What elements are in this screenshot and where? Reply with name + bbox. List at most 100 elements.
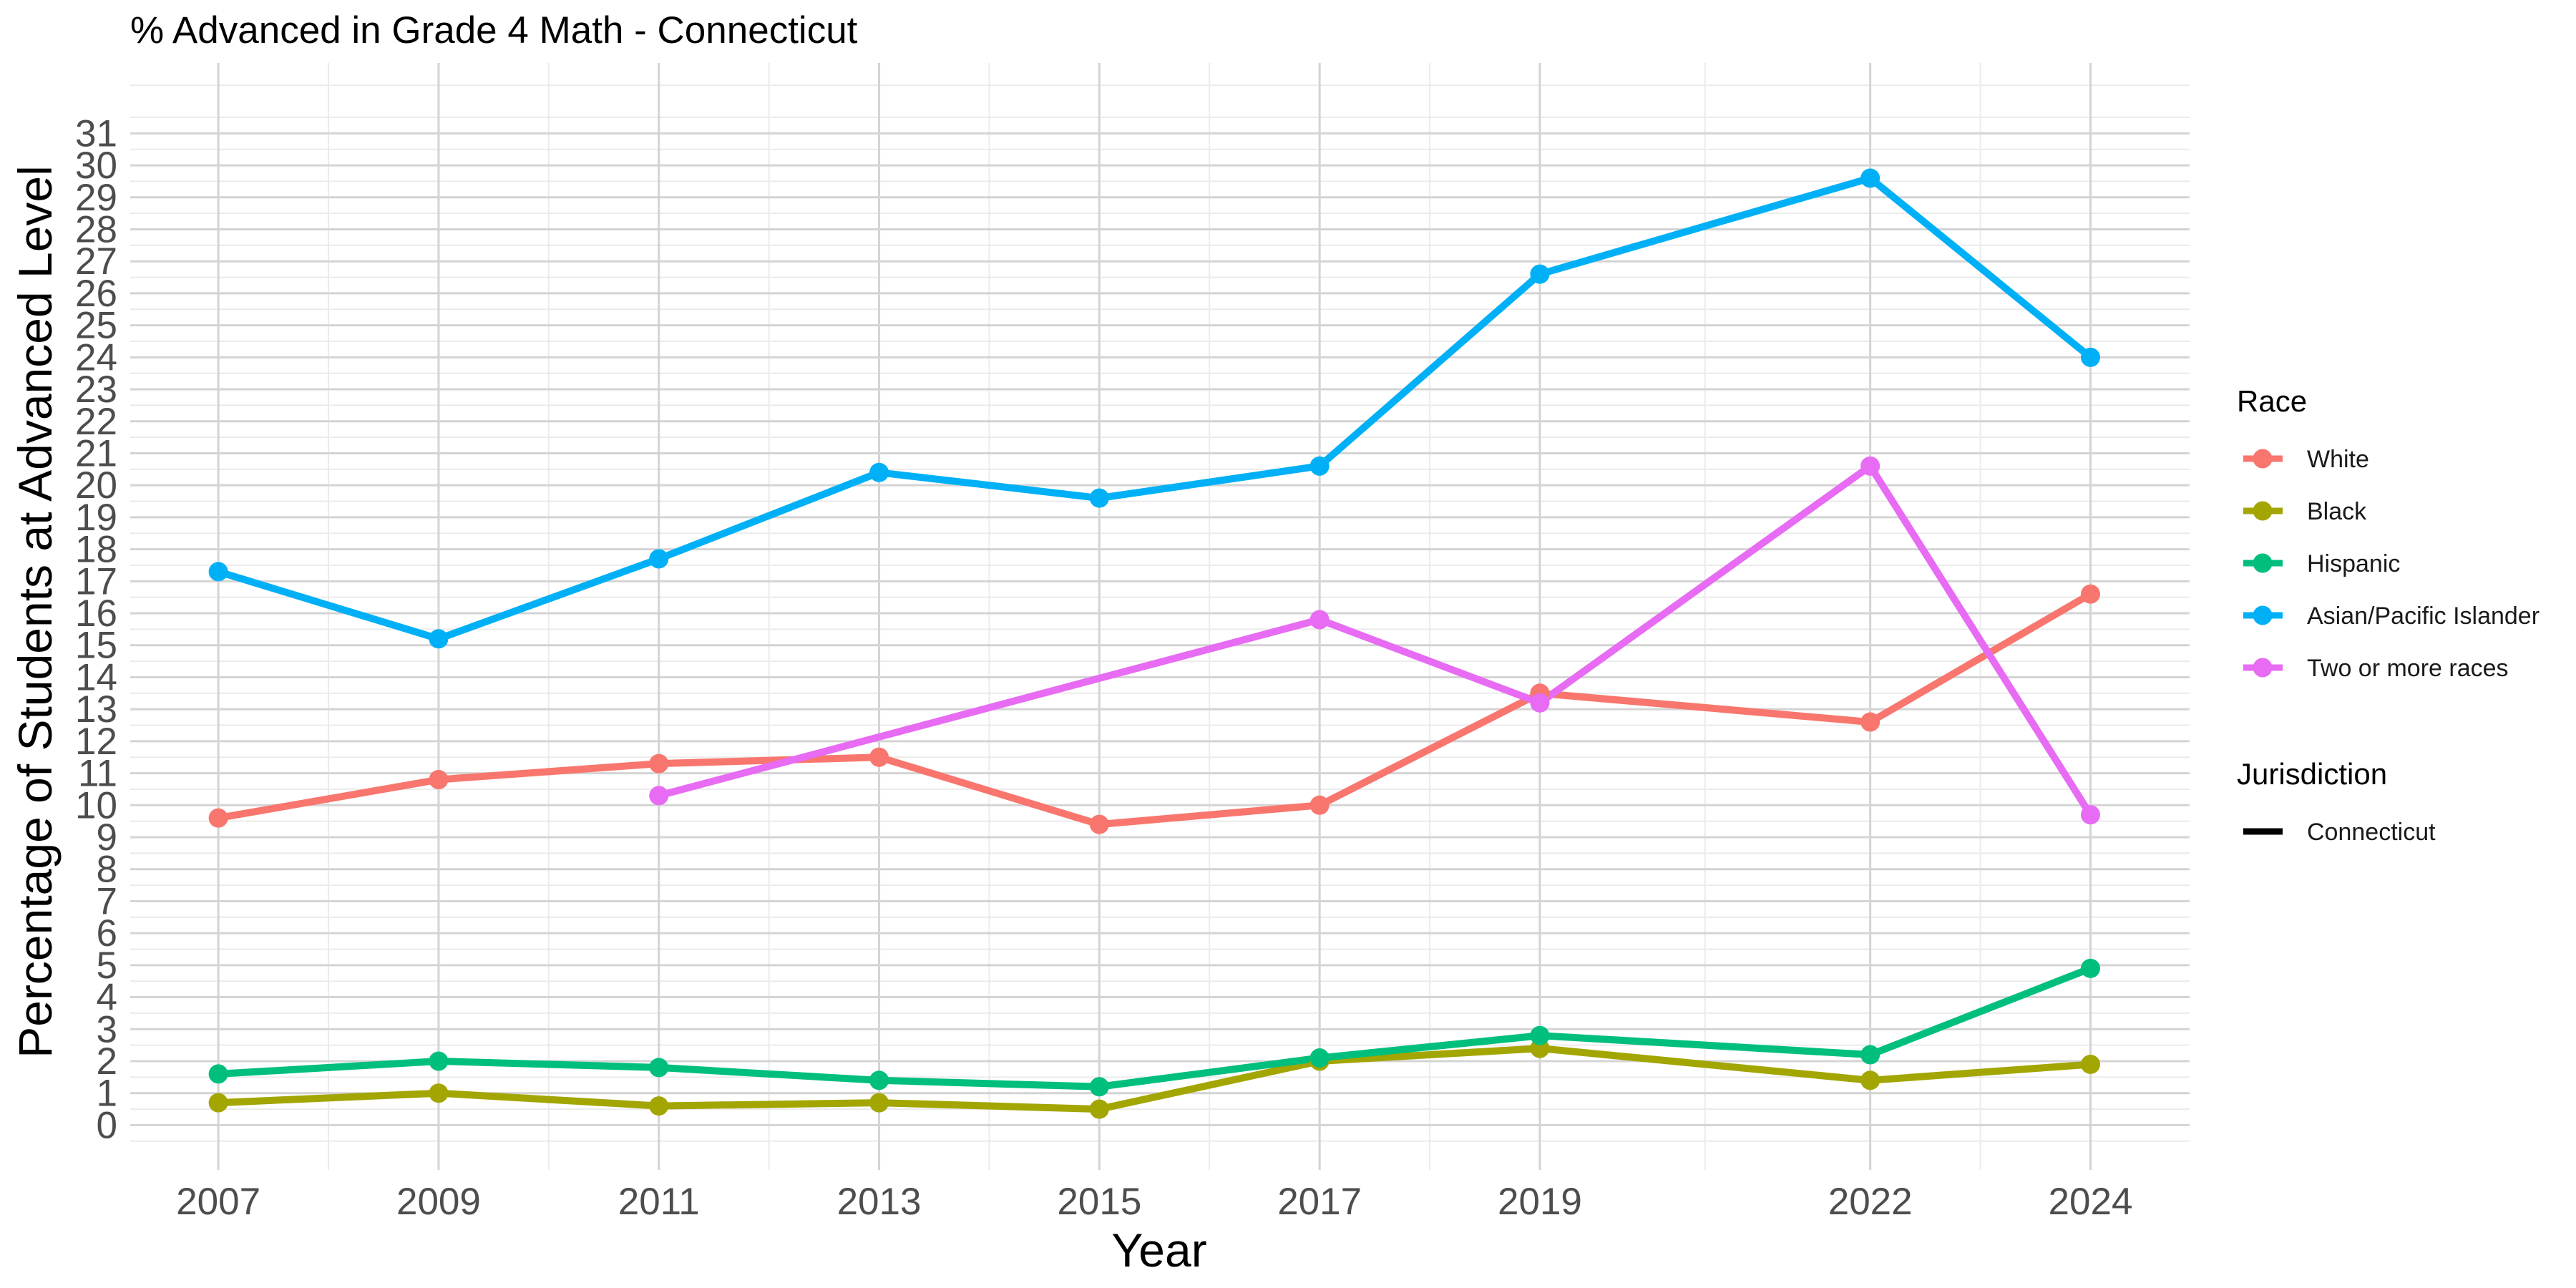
- y-tick-label: 28: [75, 208, 117, 250]
- data-point-white: [429, 770, 449, 790]
- data-point-hispanic: [1860, 1045, 1880, 1065]
- legend-jurisdiction-title: Jurisdiction: [2237, 757, 2387, 791]
- legend-label-hispanic: Hispanic: [2307, 550, 2400, 577]
- y-tick-label: 22: [75, 401, 117, 443]
- data-point-black: [2080, 1054, 2100, 1074]
- x-tick-label: 2015: [1057, 1181, 1141, 1223]
- y-tick-label: 11: [78, 753, 117, 795]
- data-point-black: [1860, 1070, 1880, 1091]
- data-point-asian-pacific-islander: [1309, 456, 1330, 476]
- legend-key-point-hispanic: [2253, 553, 2273, 573]
- y-tick-label: 17: [75, 560, 117, 602]
- y-tick-label: 26: [75, 273, 117, 315]
- y-tick-label: 1: [97, 1073, 117, 1115]
- data-point-hispanic: [208, 1064, 228, 1084]
- x-tick-label: 2017: [1277, 1181, 1362, 1223]
- data-point-black: [429, 1083, 449, 1103]
- data-point-two-or-more-races: [1860, 456, 1880, 476]
- y-tick-label: 10: [75, 784, 117, 826]
- data-point-asian-pacific-islander: [208, 562, 228, 582]
- data-point-asian-pacific-islander: [2080, 347, 2100, 367]
- y-tick-label: 29: [75, 177, 117, 219]
- y-tick-label: 7: [97, 880, 117, 922]
- x-tick-label: 2013: [837, 1181, 922, 1223]
- y-tick-label: 19: [75, 497, 117, 539]
- y-tick-label: 30: [75, 145, 117, 187]
- data-point-white: [649, 753, 669, 774]
- data-point-white: [1860, 712, 1880, 732]
- data-point-white: [1089, 814, 1109, 834]
- y-tick-label: 4: [97, 977, 117, 1019]
- y-tick-label: 0: [97, 1104, 117, 1146]
- y-tick-label: 6: [97, 912, 117, 955]
- data-point-hispanic: [1089, 1077, 1109, 1097]
- y-tick-label: 8: [97, 849, 117, 891]
- y-tick-label: 3: [97, 1008, 117, 1050]
- data-point-two-or-more-races: [649, 786, 669, 806]
- x-axis-ticks: 2007 2009 2011 2013 2015 2017 2019 2022 2024: [176, 1181, 2132, 1223]
- grid: [130, 63, 2190, 1170]
- y-axis-title: Percentage of Students at Advanced Level: [9, 165, 62, 1058]
- chart-title: % Advanced in Grade 4 Math - Connecticut: [130, 9, 858, 52]
- data-point-hispanic: [1530, 1025, 1550, 1045]
- y-tick-label: 27: [75, 240, 117, 283]
- data-point-asian-pacific-islander: [429, 629, 449, 649]
- legend-label-white: White: [2307, 446, 2369, 473]
- y-tick-label: 9: [97, 816, 117, 859]
- legend-jurisdiction-label: Connecticut: [2307, 819, 2436, 846]
- x-tick-label: 2009: [396, 1181, 481, 1223]
- data-point-hispanic: [649, 1058, 669, 1078]
- y-tick-label: 23: [75, 369, 117, 411]
- legend-key-point-white: [2253, 449, 2273, 469]
- data-point-white: [1309, 795, 1330, 815]
- data-point-asian-pacific-islander: [1530, 264, 1550, 284]
- data-point-two-or-more-races: [1309, 610, 1330, 630]
- x-tick-label: 2011: [618, 1181, 700, 1223]
- y-tick-label: 15: [75, 625, 117, 667]
- data-point-white: [869, 747, 889, 767]
- y-tick-label: 31: [75, 112, 117, 155]
- legend-key-point-two-or-more-races: [2253, 658, 2273, 678]
- y-tick-label: 16: [75, 592, 117, 635]
- legend-key-point-black: [2253, 501, 2273, 521]
- y-tick-label: 25: [75, 305, 117, 347]
- y-tick-label: 14: [75, 656, 117, 698]
- data-point-black: [649, 1096, 669, 1116]
- x-tick-label: 2019: [1498, 1181, 1582, 1223]
- data-point-hispanic: [429, 1051, 449, 1071]
- data-point-hispanic: [1309, 1048, 1330, 1068]
- legend-label-asian-pacific-islander: Asian/Pacific Islander: [2307, 602, 2540, 630]
- legend-label-black: Black: [2307, 498, 2367, 525]
- y-tick-label: 2: [97, 1040, 117, 1083]
- y-tick-label: 5: [97, 945, 117, 987]
- legend-race-title: Race: [2237, 384, 2307, 418]
- x-tick-label: 2022: [1828, 1181, 1913, 1223]
- y-tick-label: 18: [75, 529, 117, 571]
- data-point-hispanic: [2080, 958, 2100, 978]
- x-tick-label: 2007: [176, 1181, 260, 1223]
- legend-key-point-asian-pacific-islander: [2253, 605, 2273, 625]
- y-tick-label: 13: [75, 688, 117, 731]
- legend: Race White Black Hispanic Asian/Pacific Isl…: [2237, 384, 2540, 846]
- data-point-asian-pacific-islander: [1089, 488, 1109, 508]
- y-tick-label: 20: [75, 464, 117, 507]
- data-point-black: [869, 1093, 889, 1113]
- data-point-white: [2080, 584, 2100, 604]
- legend-race-items: White Black Hispanic Asian/Pacific Islander…: [2243, 446, 2540, 682]
- data-point-black: [208, 1093, 228, 1113]
- data-point-two-or-more-races: [2080, 805, 2100, 825]
- y-tick-label: 12: [75, 721, 117, 763]
- data-point-hispanic: [869, 1070, 889, 1091]
- y-axis-ticks: 0123456789101112131415161718192021222324…: [75, 112, 117, 1146]
- series-points: [208, 168, 2100, 1119]
- x-tick-label: 2024: [2049, 1181, 2133, 1223]
- data-point-asian-pacific-islander: [649, 549, 669, 569]
- data-point-black: [1089, 1099, 1109, 1119]
- data-point-asian-pacific-islander: [1860, 168, 1880, 188]
- legend-label-two-or-more-races: Two or more races: [2307, 655, 2509, 682]
- x-axis-title: Year: [1111, 1224, 1206, 1277]
- data-point-white: [208, 808, 228, 828]
- data-point-two-or-more-races: [1530, 693, 1550, 713]
